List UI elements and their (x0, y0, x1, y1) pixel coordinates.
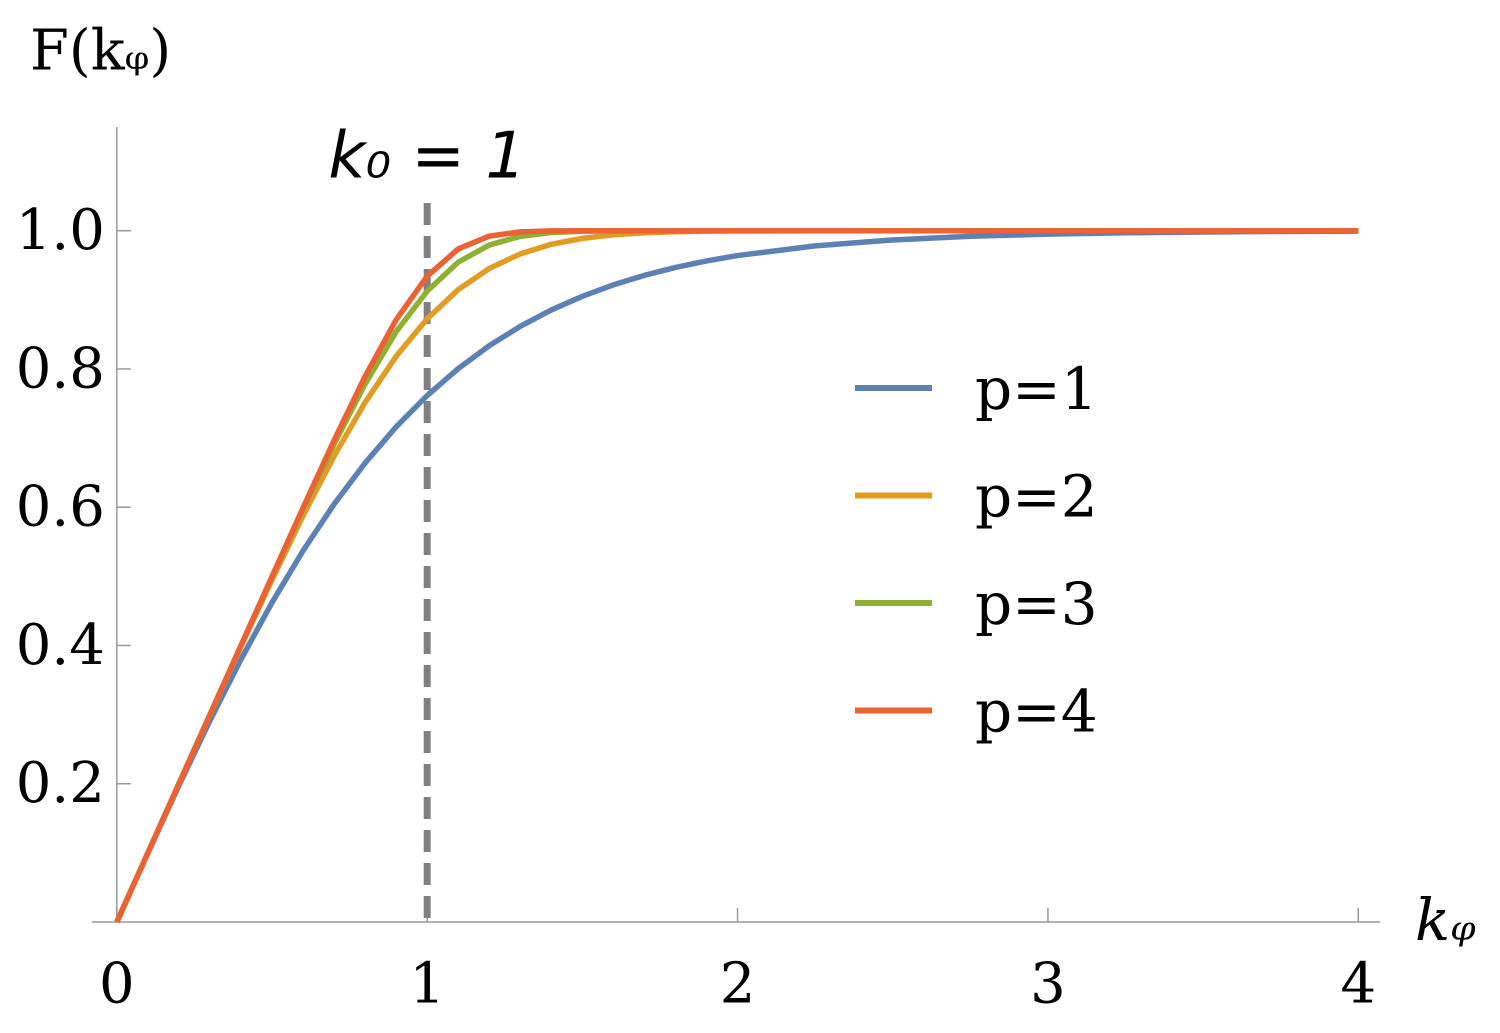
y-tick-label: 0.6 (16, 475, 105, 540)
legend-label: p=2 (975, 463, 1098, 531)
series-line (114, 228, 1359, 924)
y-tick-label: 0.4 (16, 613, 105, 678)
annotation: k₀ = 1 (328, 120, 526, 194)
x-tick-label: 3 (1030, 952, 1066, 1017)
y-tick-label: 0.8 (16, 336, 105, 401)
legend-label: p=4 (975, 678, 1098, 746)
x-axis-label: kᵩ (1415, 886, 1476, 954)
y-tick-label: 1.0 (16, 198, 105, 263)
x-tick-label: 0 (99, 952, 135, 1017)
series-line (114, 227, 1359, 924)
y-tick-label: 0.2 (16, 751, 105, 816)
series-line (114, 227, 1359, 924)
series-line (114, 227, 1359, 924)
x-tick-label: 2 (720, 952, 756, 1017)
legend-label: p=3 (975, 570, 1098, 638)
y-axis-label: F(kᵩ) (30, 19, 171, 84)
legend-label: p=1 (975, 355, 1098, 423)
x-tick-label: 1 (409, 952, 445, 1017)
x-tick-label: 4 (1340, 952, 1376, 1017)
